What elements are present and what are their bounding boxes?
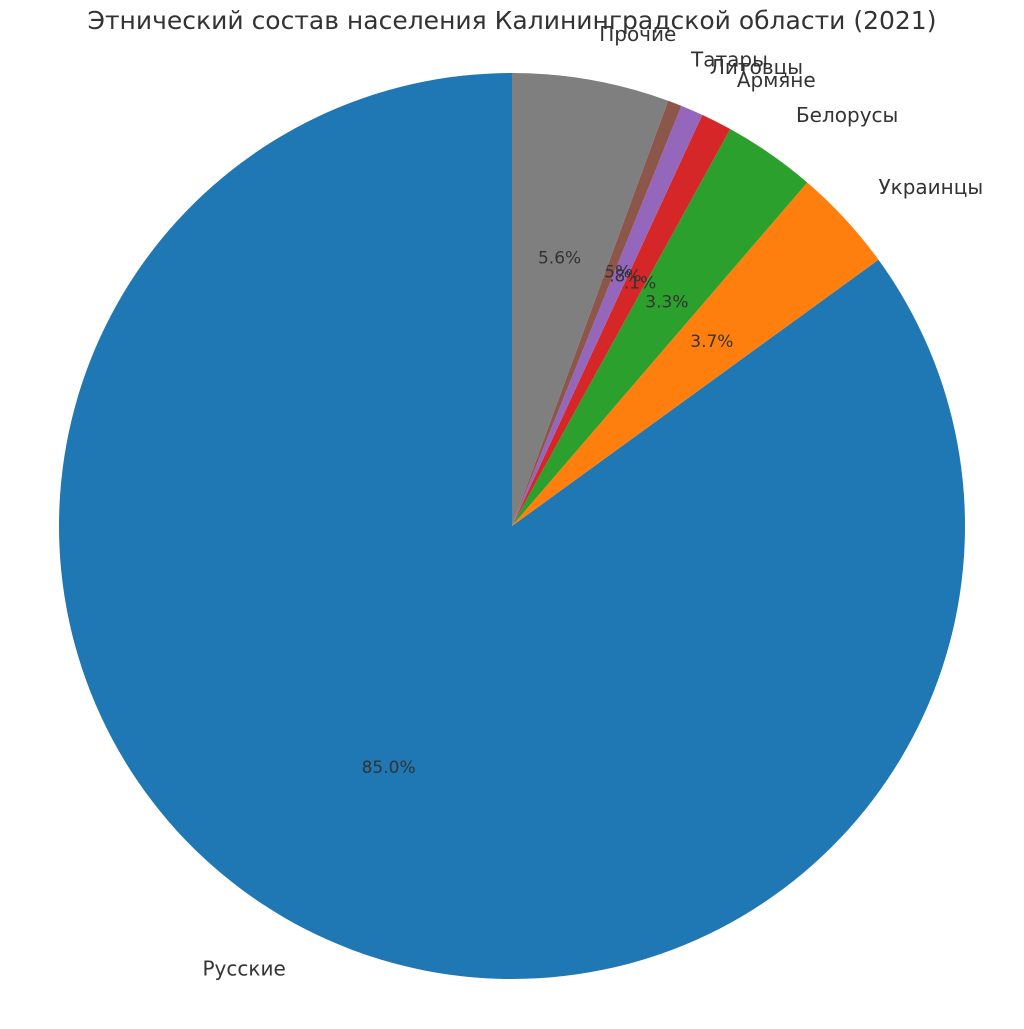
slice-label-армяне: Армяне <box>737 68 816 92</box>
slice-value-украинцы: 3.7% <box>690 332 733 352</box>
pie-slice-украинцы <box>512 182 879 527</box>
slice-label-татары: Татары <box>690 47 768 71</box>
slice-value-русские: 85.0% <box>362 758 416 778</box>
chart-title: Этнический состав населения Калининградс… <box>87 6 937 35</box>
slice-label-украинцы: Украинцы <box>878 175 983 199</box>
pie-slice-белорусы <box>512 129 808 526</box>
slice-label-русские: Русские <box>202 956 285 980</box>
slice-label-прочие: Прочие <box>599 22 676 46</box>
pie-slice-татары <box>512 100 682 526</box>
slice-label-белорусы: Белорусы <box>796 103 898 127</box>
slice-value-белорусы: 3.3% <box>645 293 688 313</box>
slice-label-литовцы: Литовцы <box>710 55 803 79</box>
pie-slice-литовцы <box>512 105 703 527</box>
pie-slice-прочие <box>512 73 669 526</box>
slice-value-прочие: 5.6% <box>538 248 581 268</box>
pie-slice-армяне <box>512 114 731 527</box>
